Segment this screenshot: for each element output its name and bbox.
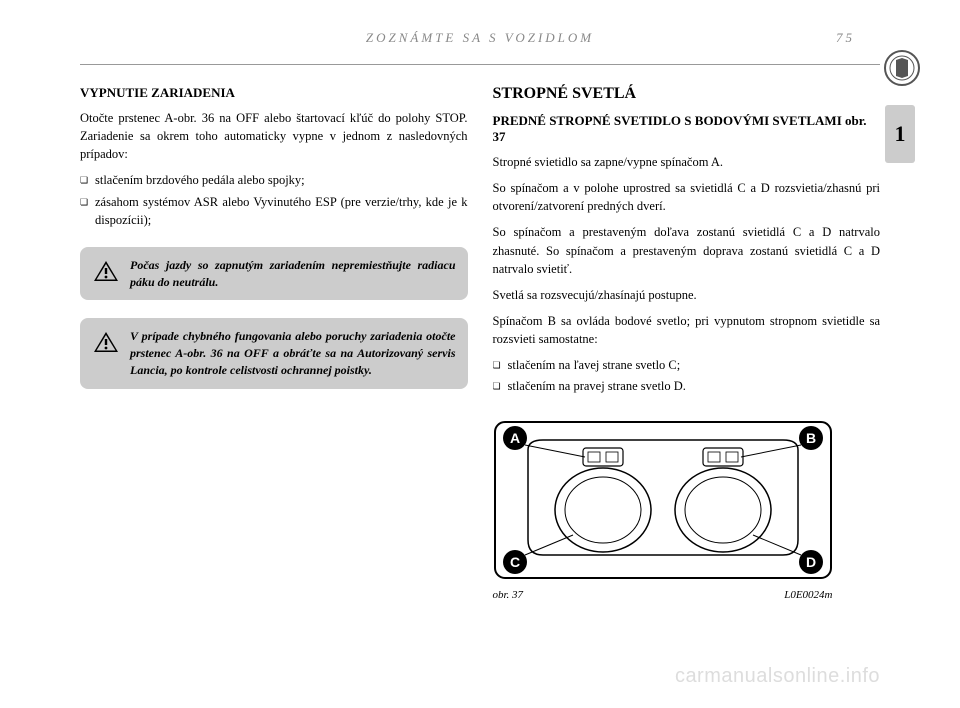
ceiling-light-diagram: A B C D	[493, 420, 833, 580]
right-paragraph-3: So spínačom a prestaveným doľava zostanú…	[493, 223, 881, 277]
watermark: carmanualsonline.info	[675, 665, 880, 688]
page: ZOZNÁMTE SA S VOZIDLOM 75 1 VYPNUTIE ZAR…	[0, 0, 960, 621]
warning-text-1: Počas jazdy so zapnutým zariadením nepre…	[130, 257, 456, 291]
warning-icon	[92, 259, 120, 283]
right-heading: STROPNÉ SVETLÁ	[493, 85, 881, 103]
side-tab: 1	[885, 105, 915, 163]
right-paragraph-2: So spínačom a v polohe uprostred sa svie…	[493, 179, 881, 215]
warning-text-2: V prípade chybného fungovania alebo poru…	[130, 328, 456, 378]
right-bullet-2: stlačením na pravej strane svetlo D.	[493, 377, 881, 395]
right-bullet-1: stlačením na ľavej strane svetlo C;	[493, 356, 881, 374]
left-bullet-1: stlačením brzdového pedála alebo spojky;	[80, 171, 468, 189]
left-section-title: VYPNUTIE ZARIADENIA	[80, 85, 468, 101]
right-paragraph-1: Stropné svietidlo sa zapne/vypne spínačo…	[493, 153, 881, 171]
warning-icon	[92, 330, 120, 354]
brand-logo	[884, 50, 920, 86]
label-b: B	[805, 430, 815, 446]
header-title: ZOZNÁMTE SA S VOZIDLOM	[366, 30, 594, 45]
warning-box-1: Počas jazdy so zapnutým zariadením nepre…	[80, 247, 468, 301]
figure-caption: obr. 37	[493, 589, 524, 601]
page-number: 75	[836, 30, 855, 46]
page-header: ZOZNÁMTE SA S VOZIDLOM 75	[80, 30, 880, 46]
left-column: VYPNUTIE ZARIADENIA Otočte prstenec A-ob…	[80, 85, 468, 601]
side-tab-number: 1	[895, 121, 906, 147]
content-area: VYPNUTIE ZARIADENIA Otočte prstenec A-ob…	[80, 85, 880, 601]
label-a: A	[509, 430, 519, 446]
figure-container: A B C D obr. 37 L0E0024m	[493, 420, 881, 601]
figure-code: L0E0024m	[784, 589, 832, 601]
left-bullet-list: stlačením brzdového pedála alebo spojky;…	[80, 171, 468, 228]
warning-box-2: V prípade chybného fungovania alebo poru…	[80, 318, 468, 388]
figure-caption-row: obr. 37 L0E0024m	[493, 589, 833, 601]
right-subheading: PREDNÉ STROPNÉ SVETIDLO S BODOVÝMI SVETL…	[493, 113, 881, 145]
label-c: C	[509, 554, 519, 570]
left-bullet-2: zásahom systémov ASR alebo Vyvinutého ES…	[80, 193, 468, 229]
right-paragraph-5: Spínačom B sa ovláda bodové svetlo; pri …	[493, 312, 881, 348]
label-d: D	[805, 554, 815, 570]
right-bullet-list: stlačením na ľavej strane svetlo C; stla…	[493, 356, 881, 395]
header-divider	[80, 64, 880, 65]
right-column: STROPNÉ SVETLÁ PREDNÉ STROPNÉ SVETIDLO S…	[493, 85, 881, 601]
right-paragraph-4: Svetlá sa rozsvecujú/zhasínajú postupne.	[493, 286, 881, 304]
left-paragraph-1: Otočte prstenec A-obr. 36 na OFF alebo š…	[80, 109, 468, 163]
